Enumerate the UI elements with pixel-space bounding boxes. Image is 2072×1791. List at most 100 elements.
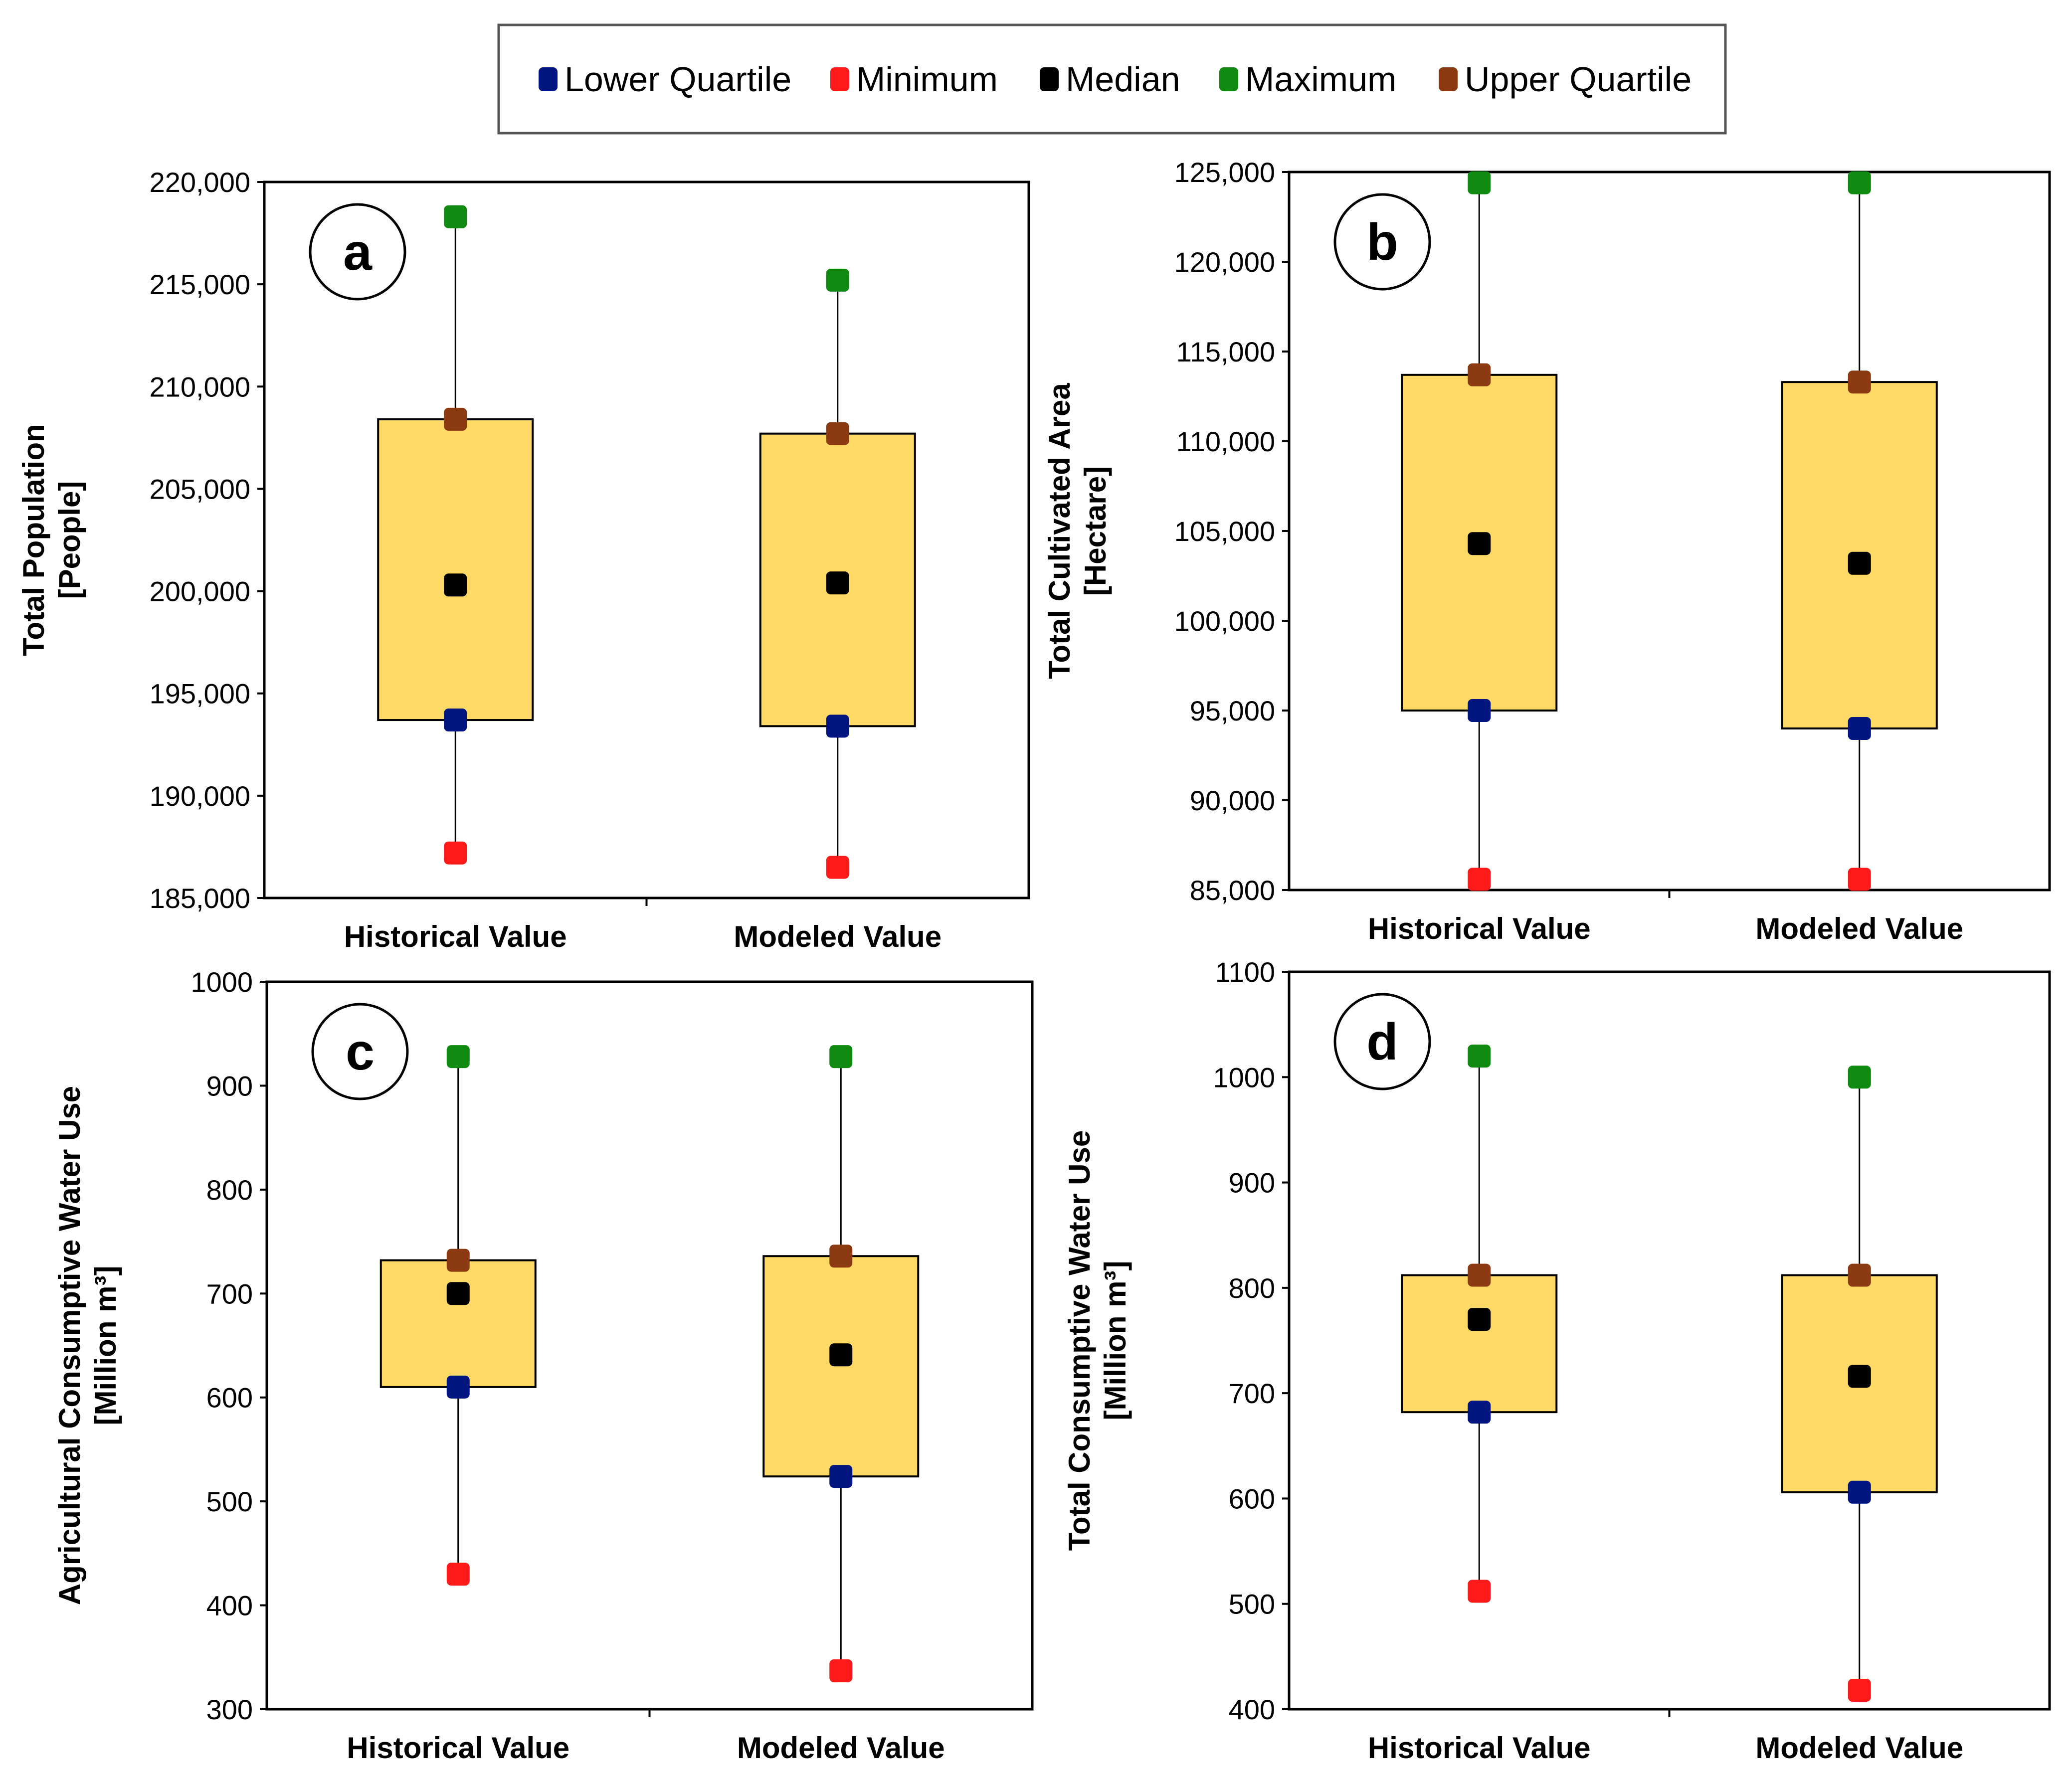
y-tick-label: 210,000 [150,371,250,402]
iqr-box [1401,1274,1558,1414]
y-axis-label-line1: Total Consumptive Water Use [1063,1130,1096,1551]
y-axis-label: Total Cultivated Area[Hectare] [1043,383,1112,679]
x-category-label: Modeled Value [734,920,942,953]
y-tick-label: 195,000 [150,678,250,710]
box-modeled [759,268,916,879]
x-category-label: Modeled Value [1755,912,1963,945]
marker-median [1848,551,1871,575]
marker-maximum [1468,171,1491,194]
y-tick-label: 600 [206,1382,253,1414]
marker-upper-quartile [444,407,467,431]
y-tick-label: 205,000 [150,473,250,505]
panel-a: 185,000 190,000 195,000 200,000 205,000 210,0… [17,167,1030,953]
legend-box [497,23,1727,135]
legend-marker-upper-quartile [1439,67,1458,91]
marker-lower-quartile [829,1465,853,1488]
panel-label-text: c [346,1023,375,1081]
marker-upper-quartile [826,422,849,445]
legend-label-lower-quartile: Lower Quartile [565,60,791,99]
y-tick-label: 85,000 [1190,875,1275,906]
marker-median [1848,1365,1871,1388]
marker-upper-quartile [1468,363,1491,386]
x-category-label: Historical Value [1368,1731,1591,1765]
box-historical [377,205,534,865]
marker-median [446,1282,470,1305]
marker-maximum [444,205,467,228]
y-axis-label-line2: [Million m³] [89,1266,122,1426]
y-tick-label: 200,000 [150,576,250,607]
panel-label-c: c [311,1003,409,1100]
x-category-label: Historical Value [344,920,567,953]
y-tick-label: 500 [1229,1589,1275,1620]
y-tick-label: 90,000 [1190,785,1275,816]
y-tick-label: 900 [206,1070,253,1101]
marker-lower-quartile [444,709,467,732]
y-tick-label: 100,000 [1174,605,1275,637]
panel-label-circle [1333,993,1431,1090]
panel-c: 300 400 500 600 700 800 900 1000 Agricultural Co… [53,966,1034,1765]
panels: 185,000 190,000 195,000 200,000 205,000 210,0… [17,157,2051,1765]
box-modeled [1781,171,1938,891]
marker-median [1468,1308,1491,1331]
marker-upper-quartile [829,1245,853,1268]
marker-maximum [1468,1045,1491,1068]
legend-label-minimum: Minimum [856,60,998,99]
x-category-label: Historical Value [1368,912,1591,945]
panel-d: 400 500 600 700 800 900 1000 1100 Total Consumpt… [1063,956,2051,1765]
marker-upper-quartile [1468,1263,1491,1287]
y-axis-label-line1: Total Cultivated Area [1043,383,1076,679]
marker-minimum [1848,868,1871,891]
marker-median [444,573,467,597]
y-axis-label-line2: [Hectare] [1079,466,1112,596]
marker-minimum [829,1659,853,1682]
marker-lower-quartile [1468,699,1491,722]
marker-lower-quartile [1848,1480,1871,1504]
box-historical [1401,1045,1558,1603]
panel-label-d: d [1333,993,1431,1090]
marker-minimum [446,1563,470,1586]
marker-upper-quartile [1848,370,1871,394]
marker-lower-quartile [826,715,849,738]
legend-marker-minimum [830,67,849,91]
box-historical [1401,171,1558,891]
y-tick-label: 115,000 [1176,336,1275,367]
marker-median [1468,532,1491,555]
y-tick-label: 900 [1229,1167,1275,1199]
legend-marker-maximum [1219,67,1238,91]
marker-lower-quartile [446,1375,470,1399]
iqr-box [377,418,534,721]
y-tick-label: 800 [1229,1272,1275,1304]
x-category-label: Historical Value [347,1731,569,1765]
y-tick-label: 700 [1229,1378,1275,1409]
box-historical [379,1045,537,1586]
y-axis-label-line2: [Million m³] [1099,1261,1132,1421]
panel-b: 85,000 90,000 95,000 100,000 105,000 110,000 1… [1043,157,2051,945]
legend-label-median: Median [1066,60,1180,99]
panel-label-text: d [1366,1013,1398,1071]
x-category-label: Modeled Value [737,1731,945,1765]
y-axis-label-line1: Agricultural Consumptive Water Use [53,1086,86,1605]
y-tick-label: 700 [206,1278,253,1309]
y-tick-label: 1000 [190,966,253,998]
y-tick-label: 105,000 [1174,516,1275,547]
x-category-label: Modeled Value [1755,1731,1963,1765]
legend: Lower Quartile Minimum Median Maximum Upper … [497,23,1727,135]
y-axis-label: Agricultural Consumptive Water Use[Milli… [53,1086,122,1605]
y-tick-label: 500 [206,1486,253,1517]
box-modeled [762,1045,920,1682]
y-tick-label: 400 [1229,1694,1275,1725]
marker-minimum [1468,868,1491,891]
marker-median [826,571,849,595]
y-tick-label: 190,000 [150,780,250,812]
y-tick-label: 110,000 [1176,426,1275,457]
y-axis-label-line2: [People] [53,481,86,599]
panel-label-circle [309,203,406,301]
y-tick-label: 300 [206,1694,253,1725]
y-tick-label: 1100 [1215,956,1275,988]
y-tick-label: 600 [1229,1483,1275,1514]
panel-label-b: b [1333,193,1431,291]
y-tick-label: 220,000 [150,167,250,198]
legend-label-maximum: Maximum [1245,60,1396,99]
marker-maximum [1848,171,1871,194]
